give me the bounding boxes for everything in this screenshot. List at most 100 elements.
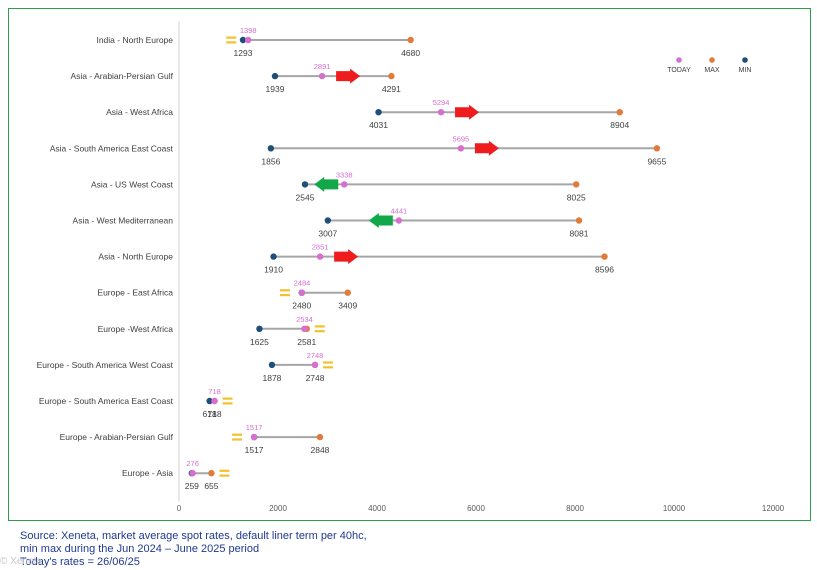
category-label: Asia - West Mediterranean [73,216,174,226]
max-value-label: 718 [207,409,221,419]
min-value-label: 2545 [296,192,315,202]
max-dot [208,470,215,477]
today-value-label: 276 [186,459,199,468]
trend-flat-mark-top [222,397,233,400]
trend-up-arrow [334,249,359,265]
max-value-label: 4291 [382,84,401,94]
legend-label: TODAY [667,67,691,74]
legend-dot [742,57,748,63]
trend-flat-mark-top [219,469,230,472]
today-value-label: 2851 [312,243,329,252]
category-label: Europe - South America East Coast [39,396,174,406]
today-dot [437,109,445,116]
min-value-label: 3007 [318,229,337,239]
trend-flat-mark-top [323,361,334,364]
category-label: Europe - South America West Coast [37,360,174,370]
trend-down-arrow [314,176,339,192]
today-dot [245,36,252,44]
today-dot [250,433,258,441]
legend-label: MAX [704,67,720,74]
min-dot [256,325,263,332]
today-value-label: 1517 [246,423,263,432]
min-value-label: 1939 [266,84,285,94]
max-value-label: 2848 [311,445,330,455]
today-dot [189,470,196,477]
x-tick-label: 10000 [663,504,686,513]
trend-flat-mark-bottom [323,366,334,369]
today-value-label: 5294 [433,98,450,107]
max-value-label: 4680 [401,48,420,58]
max-value-label: 655 [204,481,218,491]
max-dot [573,181,580,188]
dumbbell-chart: 0 2000 4000 6000 8000 10000 12000 India - North… [37,21,785,513]
category-label: Europe - Arabian-Persian Gulf [60,432,174,442]
min-value-label: 4031 [369,120,388,130]
today-dot [341,181,348,188]
today-value-label: 2534 [296,315,313,324]
max-dot [601,253,608,260]
trend-flat-mark-bottom [219,474,230,477]
trend-up-arrow [455,104,480,120]
category-label: Asia - West Africa [106,107,173,117]
trend-flat-mark-top [226,36,237,39]
category-label: Europe - East Africa [97,288,173,298]
min-dot [301,181,309,188]
today-dot [395,217,403,224]
trend-down-arrow [368,213,393,228]
trend-flat-mark-bottom [232,438,243,441]
today-value-label: 2484 [294,279,311,288]
min-value-label: 2480 [292,301,311,311]
trend-flat-mark-top [279,289,290,292]
min-value-label: 1856 [261,156,280,166]
chart-frame: 0 2000 4000 6000 8000 10000 12000 India - North… [8,8,811,521]
today-dot [211,397,218,405]
today-value-label: 1398 [240,26,257,35]
legend-dot [709,57,715,63]
footer-period: min max during the Jun 2024 – June 2025 … [20,543,260,555]
min-dot [267,145,275,152]
trend-flat-mark-bottom [226,41,237,44]
legend-label: MIN [739,67,752,74]
trend-flat-mark-top [314,325,325,328]
watermark: © Xeneta [0,556,42,567]
min-value-label: 1517 [245,445,264,455]
min-value-label: 1625 [250,337,269,347]
min-value-label: 1293 [234,48,253,58]
x-tick-label: 6000 [467,504,485,513]
max-dot [653,145,661,152]
max-dot [388,72,395,80]
min-dot [268,361,276,369]
max-dot [616,109,623,116]
min-dot [375,109,382,116]
max-value-label: 3409 [338,301,357,311]
min-value-label: 1878 [263,373,282,383]
min-value-label: 618 [202,409,216,419]
x-tick-label: 8000 [566,504,584,513]
min-value-label: 259 [185,481,199,491]
trend-flat-mark-bottom [279,294,290,297]
min-dot [270,253,277,260]
today-dot [316,253,324,260]
chart-footer: Source: Xeneta, market average spot rate… [20,530,367,569]
trend-flat-mark-top [232,433,243,436]
min-dot [271,72,279,80]
today-value-label: 2748 [307,351,324,360]
category-label: Asia - Arabian-Persian Gulf [70,71,173,81]
trend-up-arrow [474,140,499,156]
max-dot [575,217,583,224]
max-value-label: 8025 [567,192,586,202]
today-value-label: 4441 [390,207,407,216]
footer-today: Today's rates = 26/06/25 [20,556,140,568]
today-value-label: 718 [208,387,221,396]
x-tick-label: 2000 [269,504,287,513]
min-dot [239,36,247,44]
category-label: Europe - Asia [122,468,173,478]
today-value-label: 2891 [314,62,331,71]
trend-flat-mark-bottom [314,330,325,333]
footer-source: Source: Xeneta, market average spot rate… [20,530,367,542]
today-dot [311,361,319,369]
x-tick-label: 4000 [368,504,386,513]
today-value-label: 5695 [453,134,470,143]
category-label: Asia - North Europe [98,252,173,262]
max-value-label: 8596 [595,265,614,275]
